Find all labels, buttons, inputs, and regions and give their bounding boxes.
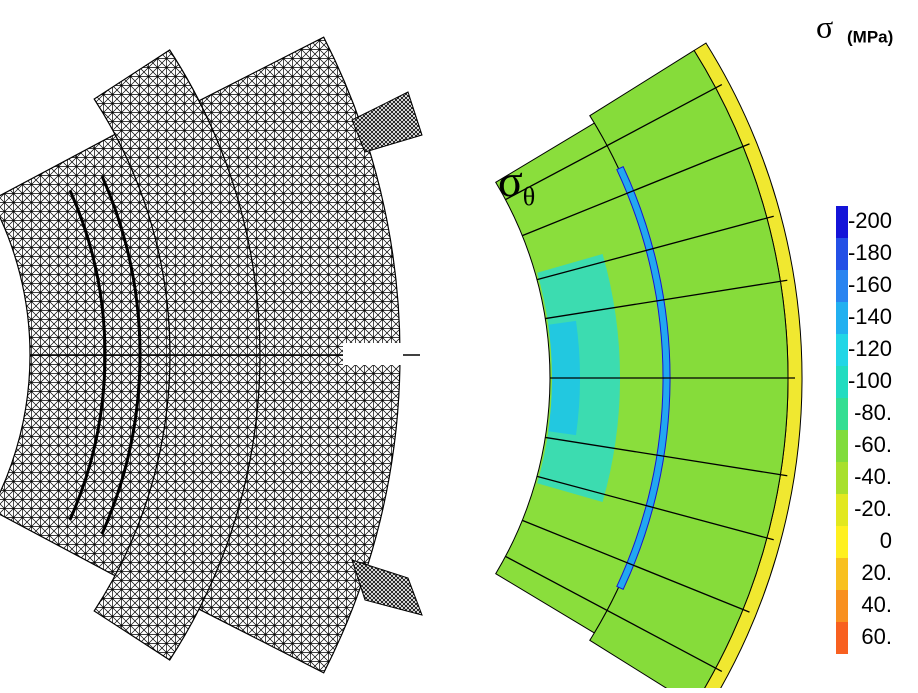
colorbar-band bbox=[836, 462, 848, 494]
colorbar-band bbox=[836, 526, 848, 558]
colorbar-band bbox=[836, 238, 848, 270]
colorbar-band bbox=[836, 430, 848, 462]
colorbar: -200 -180 -160 -140 -120 -100 -80. -60. -40. -20.… bbox=[836, 206, 892, 654]
colorbar-band bbox=[836, 334, 848, 366]
colorbar-label: 20. bbox=[861, 560, 892, 585]
colorbar-label: -80. bbox=[854, 400, 892, 425]
colorbar-band bbox=[836, 398, 848, 430]
colorbar-label: -120 bbox=[848, 336, 892, 361]
figure: σθ σ (MPa) -200-180-160-140-120-100-80.-… bbox=[0, 0, 918, 688]
colorbar-label: -100 bbox=[848, 368, 892, 393]
colorbar-label: -180 bbox=[848, 240, 892, 265]
colorbar-label: -140 bbox=[848, 304, 892, 329]
colorbar-label: -40. bbox=[854, 464, 892, 489]
colorbar-label: -200 bbox=[848, 208, 892, 233]
colorbar-band bbox=[836, 270, 848, 302]
colorbar-label: -60. bbox=[854, 432, 892, 457]
notch bbox=[343, 343, 403, 365]
colorbar-band bbox=[836, 206, 848, 238]
colorbar-label: -160 bbox=[848, 272, 892, 297]
colorbar-band bbox=[836, 590, 848, 622]
colorbar-band bbox=[836, 494, 848, 526]
colorbar-band bbox=[836, 366, 848, 398]
colorbar-label: 40. bbox=[861, 592, 892, 617]
colorbar-band bbox=[836, 558, 848, 590]
colorbar-unit: (MPa) bbox=[847, 27, 893, 46]
colorbar-band bbox=[836, 622, 848, 654]
colorbar-symbol: σ bbox=[816, 8, 833, 44]
colorbar-band bbox=[836, 302, 848, 334]
colorbar-label: 60. bbox=[861, 624, 892, 649]
colorbar-label: 0 bbox=[880, 528, 892, 553]
stress-plot bbox=[496, 43, 802, 688]
colorbar-label: -20. bbox=[854, 496, 892, 521]
iron-pad bbox=[352, 560, 422, 615]
iron-pad bbox=[352, 92, 422, 152]
